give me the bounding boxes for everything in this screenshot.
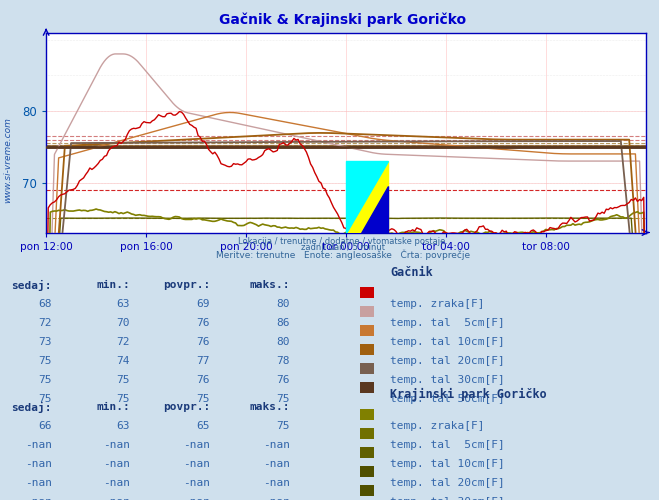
Text: 74: 74 xyxy=(117,356,130,366)
Text: www.si-vreme.com: www.si-vreme.com xyxy=(3,117,13,203)
Text: 76: 76 xyxy=(196,375,210,385)
Text: temp. tal 20cm[F]: temp. tal 20cm[F] xyxy=(390,356,505,366)
Text: 70: 70 xyxy=(117,318,130,328)
Text: 68: 68 xyxy=(38,299,52,309)
Text: 72: 72 xyxy=(38,318,52,328)
Text: -nan: -nan xyxy=(263,459,290,469)
Text: Meritve: trenutne   Enote: angleosaške   Črta: povprečje: Meritve: trenutne Enote: angleosaške Črt… xyxy=(215,250,470,260)
Text: -nan: -nan xyxy=(25,478,52,488)
Text: zadnji dan / 5 minut: zadnji dan / 5 minut xyxy=(301,242,385,252)
Bar xyxy=(360,428,374,439)
Text: -nan: -nan xyxy=(103,459,130,469)
Text: 75: 75 xyxy=(117,375,130,385)
Text: temp. tal 10cm[F]: temp. tal 10cm[F] xyxy=(390,337,505,347)
Bar xyxy=(360,409,374,420)
Text: povpr.:: povpr.: xyxy=(163,280,210,290)
Text: min.:: min.: xyxy=(96,280,130,290)
Text: min.:: min.: xyxy=(96,402,130,412)
Text: -nan: -nan xyxy=(263,440,290,450)
Text: -nan: -nan xyxy=(103,478,130,488)
Text: -nan: -nan xyxy=(25,459,52,469)
Text: temp. zraka[F]: temp. zraka[F] xyxy=(390,299,484,309)
Text: 75: 75 xyxy=(117,394,130,404)
Text: 86: 86 xyxy=(277,318,290,328)
Bar xyxy=(360,306,374,317)
Text: maks.:: maks.: xyxy=(250,402,290,412)
Text: 66: 66 xyxy=(38,421,52,431)
Text: 80: 80 xyxy=(277,299,290,309)
Text: 75: 75 xyxy=(38,394,52,404)
Text: 75: 75 xyxy=(277,394,290,404)
Polygon shape xyxy=(346,161,387,232)
Text: 76: 76 xyxy=(196,318,210,328)
Text: Gačnik: Gačnik xyxy=(390,266,433,279)
Bar xyxy=(360,344,374,355)
Text: 69: 69 xyxy=(196,299,210,309)
Text: temp. tal  5cm[F]: temp. tal 5cm[F] xyxy=(390,318,505,328)
Text: 63: 63 xyxy=(117,421,130,431)
Bar xyxy=(360,325,374,336)
Bar xyxy=(360,466,374,477)
Text: -nan: -nan xyxy=(183,459,210,469)
Text: povpr.:: povpr.: xyxy=(163,402,210,412)
Text: 76: 76 xyxy=(196,337,210,347)
Text: sedaj:: sedaj: xyxy=(11,402,52,413)
Text: Krajinski park Goričko: Krajinski park Goričko xyxy=(390,388,547,401)
Text: 73: 73 xyxy=(38,337,52,347)
Text: 75: 75 xyxy=(38,375,52,385)
Text: 63: 63 xyxy=(117,299,130,309)
Text: temp. tal 10cm[F]: temp. tal 10cm[F] xyxy=(390,459,505,469)
Text: 76: 76 xyxy=(277,375,290,385)
Text: -nan: -nan xyxy=(183,478,210,488)
Text: temp. tal 30cm[F]: temp. tal 30cm[F] xyxy=(390,375,505,385)
Polygon shape xyxy=(346,161,387,232)
Bar xyxy=(360,287,374,298)
Bar xyxy=(360,485,374,496)
Text: -nan: -nan xyxy=(183,440,210,450)
Text: maks.:: maks.: xyxy=(250,280,290,290)
Text: 80: 80 xyxy=(277,337,290,347)
Text: -nan: -nan xyxy=(263,478,290,488)
Text: 72: 72 xyxy=(117,337,130,347)
Text: temp. tal 20cm[F]: temp. tal 20cm[F] xyxy=(390,478,505,488)
Text: -nan: -nan xyxy=(183,497,210,500)
Bar xyxy=(360,363,374,374)
Bar xyxy=(360,447,374,458)
Text: -nan: -nan xyxy=(103,497,130,500)
Text: 78: 78 xyxy=(277,356,290,366)
Text: temp. tal  5cm[F]: temp. tal 5cm[F] xyxy=(390,440,505,450)
Text: temp. tal 30cm[F]: temp. tal 30cm[F] xyxy=(390,497,505,500)
Text: sedaj:: sedaj: xyxy=(11,280,52,291)
Text: -nan: -nan xyxy=(103,440,130,450)
Text: temp. zraka[F]: temp. zraka[F] xyxy=(390,421,484,431)
Text: Lokacija / trenutne / dodatne / vtomatske postaje.: Lokacija / trenutne / dodatne / vtomatsk… xyxy=(238,236,447,246)
Text: 77: 77 xyxy=(196,356,210,366)
Text: -nan: -nan xyxy=(263,497,290,500)
Text: 75: 75 xyxy=(38,356,52,366)
Text: 75: 75 xyxy=(277,421,290,431)
Text: Gačnik & Krajinski park Goričko: Gačnik & Krajinski park Goričko xyxy=(219,12,467,27)
Text: 65: 65 xyxy=(196,421,210,431)
Text: temp. tal 50cm[F]: temp. tal 50cm[F] xyxy=(390,394,505,404)
Text: -nan: -nan xyxy=(25,497,52,500)
Bar xyxy=(360,382,374,393)
Text: -nan: -nan xyxy=(25,440,52,450)
Polygon shape xyxy=(360,186,387,232)
Text: 75: 75 xyxy=(196,394,210,404)
